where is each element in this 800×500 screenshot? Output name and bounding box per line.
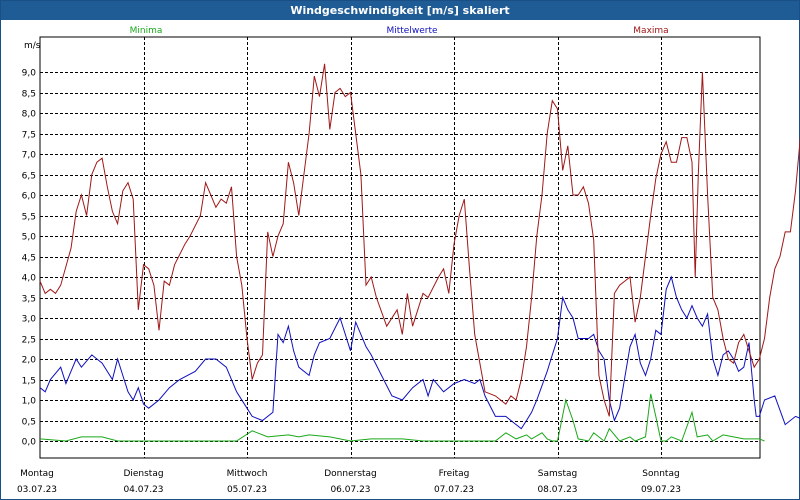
y-tick-label: 0,0: [22, 438, 37, 448]
y-tick-label: 3,0: [22, 315, 37, 325]
x-tick-day: Mittwoch: [227, 469, 268, 479]
series-lines: [39, 63, 800, 442]
y-tick-label: 1,5: [22, 377, 36, 387]
x-tick-day: Dienstag: [123, 469, 163, 479]
x-tick-day: Montag: [20, 469, 54, 479]
x-tick-date: 03.07.23: [17, 485, 57, 495]
x-tick-date: 09.07.23: [641, 485, 681, 495]
x-tick-day: Freitag: [439, 469, 470, 479]
y-tick-label: 8,0: [22, 110, 37, 120]
y-tick-label: 0,5: [22, 418, 36, 428]
y-tick-label: 4,5: [22, 254, 36, 264]
grid: [39, 36, 761, 459]
legend-mittelwerte: Mittelwerte: [386, 26, 437, 36]
y-tick-label: 7,0: [22, 151, 37, 161]
x-tick-day: Samstag: [538, 469, 577, 479]
y-tick-label: 6,0: [22, 192, 37, 202]
y-tick-label: 1,0: [22, 397, 37, 407]
y-tick-label: 3,5: [22, 295, 36, 305]
y-tick-label: 2,5: [22, 336, 36, 346]
y-tick-label: 8,5: [22, 90, 36, 100]
series-line-minima: [39, 393, 765, 442]
legend-minima: Minima: [130, 26, 163, 36]
x-tick-date: 05.07.23: [227, 485, 267, 495]
x-tick-day: Donnerstag: [324, 469, 377, 479]
legend: Minima Mittelwerte Maxima: [130, 26, 669, 36]
y-tick-label: 7,5: [22, 131, 36, 141]
x-tick-day: Sonntag: [642, 469, 679, 479]
plot-area: [39, 36, 761, 459]
y-tick-label: 2,0: [22, 356, 37, 366]
legend-maxima: Maxima: [633, 26, 668, 36]
x-tick-date: 07.07.23: [434, 485, 474, 495]
series-line-mittelwerte: [39, 275, 800, 430]
x-tick-date: 04.07.23: [123, 485, 163, 495]
series-line-maxima: [39, 63, 800, 417]
y-tick-label: 5,5: [22, 213, 36, 223]
y-tick-label: 6,5: [22, 172, 36, 182]
y-tick-label: 4,0: [22, 274, 37, 284]
y-tick-label: 9,0: [22, 69, 37, 79]
y-tick-label: 5,0: [22, 233, 37, 243]
axes: 0,0 0,5 1,0 1,5 2,0 2,5 3,0 3,5 4,0 4,5 5,0 5,5 6,0 6…: [17, 69, 681, 496]
chart-title: Windgeschwindigkeit [m/s] skaliert: [1, 1, 799, 20]
x-tick-date: 06.07.23: [330, 485, 370, 495]
x-tick-date: 08.07.23: [537, 485, 577, 495]
y-axis-label: m/s: [24, 41, 41, 51]
